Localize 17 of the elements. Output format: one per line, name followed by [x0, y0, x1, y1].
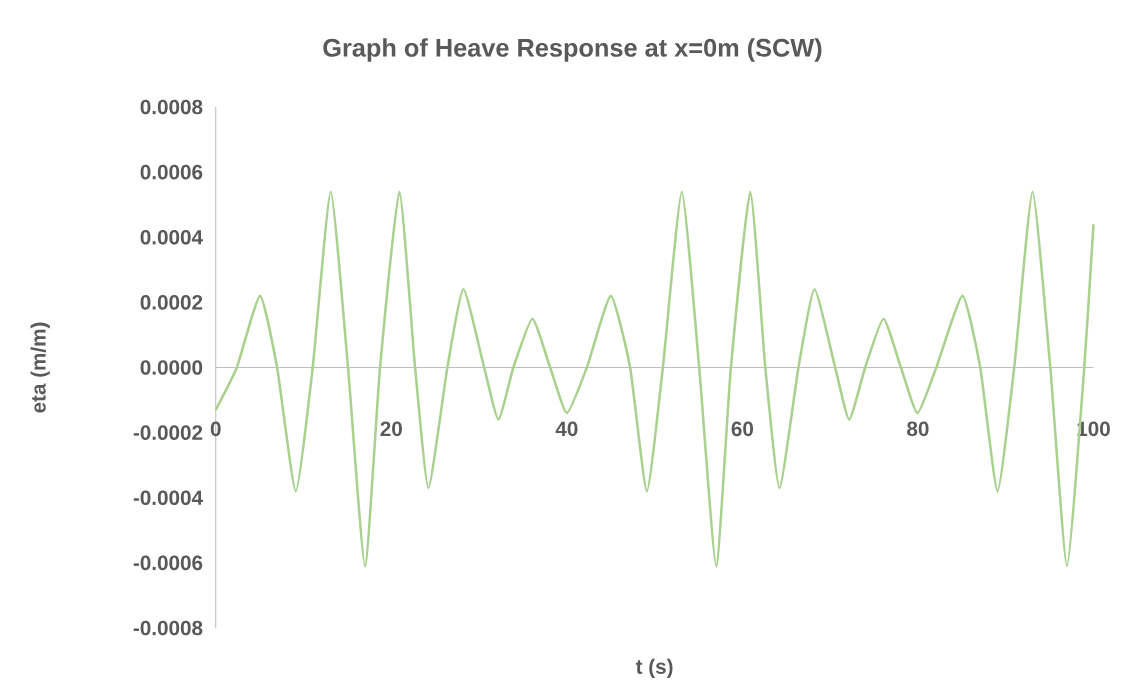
chart-title: Graph of Heave Response at x=0m (SCW) [323, 38, 822, 62]
y-tick-label: -0.0002 [133, 425, 203, 440]
y-tick-label: 0.0008 [140, 99, 203, 115]
x-axis-title: t (s) [635, 658, 673, 679]
x-tick-label: 60 [731, 421, 754, 437]
y-tick-label: -0.0004 [133, 490, 203, 506]
y-tick-label: 0.0002 [140, 295, 203, 310]
y-tick-label: 0.0004 [140, 229, 203, 245]
x-tick-label: 20 [380, 421, 402, 437]
y-tick-label: 0.0006 [140, 164, 203, 180]
y-tick-label: -0.0008 [133, 620, 203, 636]
x-tick-label: 40 [555, 421, 578, 437]
y-axis-title: eta (m/m) [30, 322, 50, 413]
x-tick-label: 0 [210, 421, 221, 437]
y-tick-label: 0.0000 [140, 360, 203, 375]
y-tick-label: -0.0006 [133, 555, 203, 571]
x-tick-label: 80 [907, 421, 929, 437]
